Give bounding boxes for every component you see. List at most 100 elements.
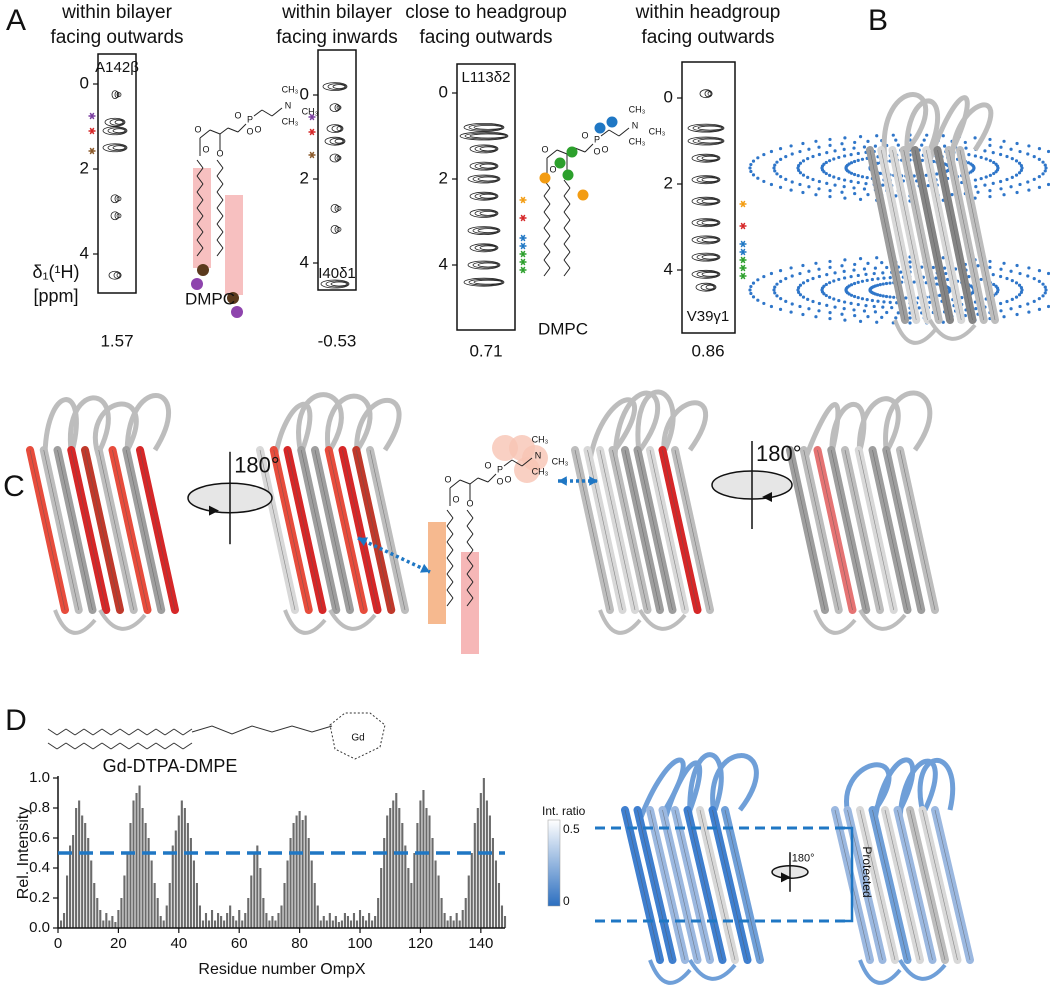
membrane-dot: [999, 309, 1003, 313]
membrane-dot: [828, 265, 832, 269]
membrane-dot: [801, 173, 806, 177]
contour: [468, 124, 504, 131]
atom: O: [484, 460, 491, 470]
contour: [102, 143, 128, 153]
strand-edge: [803, 449, 840, 611]
contour: [701, 254, 719, 260]
bar: [322, 916, 325, 928]
membrane-dot: [885, 310, 889, 315]
bond: [209, 129, 221, 135]
bar: [325, 920, 328, 928]
asterisk: [740, 200, 746, 208]
tail-highlight: [225, 195, 243, 295]
bond: [543, 219, 551, 229]
membrane-dot: [858, 319, 863, 323]
bar: [81, 815, 84, 928]
membrane-dot: [1005, 299, 1009, 304]
membrane-dot: [870, 298, 874, 303]
bond: [446, 549, 454, 559]
bar: [479, 793, 482, 928]
membrane-dot: [908, 316, 912, 320]
membrane-dot: [832, 175, 836, 179]
membrane-dot: [779, 297, 783, 301]
bar: [72, 835, 75, 928]
membrane-dot: [784, 299, 788, 303]
contour: [477, 262, 499, 268]
label: facing outwards: [419, 27, 552, 48]
membrane-dot: [817, 145, 821, 149]
membrane-dot: [1019, 285, 1023, 290]
membrane-dot: [833, 271, 837, 275]
label: within headgroup: [635, 2, 781, 23]
contour: [707, 91, 713, 97]
loop: [612, 390, 661, 461]
strand-edge: [624, 449, 661, 611]
contour: [691, 269, 721, 279]
atom: O: [444, 474, 451, 484]
membrane-dot: [773, 285, 777, 289]
strand-edge: [649, 809, 686, 961]
membrane-dot: [878, 171, 882, 175]
membrane-dot: [840, 142, 844, 146]
asterisk: [740, 222, 746, 230]
strand-edge: [674, 449, 711, 611]
strand-edge: [624, 809, 661, 961]
bar: [141, 808, 144, 928]
bar: [207, 920, 211, 928]
label: 2: [300, 168, 309, 187]
bond: [543, 203, 551, 213]
membrane-dot: [988, 259, 992, 264]
membrane-dot: [849, 283, 854, 287]
bond: [446, 541, 454, 551]
contour: [469, 191, 499, 201]
membrane-dot: [1018, 149, 1022, 154]
bar: [78, 800, 81, 928]
membrane-dot: [849, 179, 853, 183]
strand-edge: [112, 449, 148, 611]
label: DMPC: [185, 289, 235, 308]
membrane-dot: [837, 155, 841, 160]
contour: [332, 84, 346, 89]
bond: [618, 127, 630, 137]
contour: [701, 155, 719, 161]
membrane-dot: [1041, 282, 1045, 286]
contour: [459, 131, 509, 141]
membrane-dot: [748, 288, 752, 292]
membrane-dot: [888, 300, 892, 304]
contour: [107, 127, 127, 135]
membrane-dot: [778, 147, 783, 151]
bracket-label: Protected: [860, 846, 874, 897]
bond: [466, 573, 474, 583]
bond: [74, 742, 85, 750]
membrane-dot: [828, 194, 832, 199]
atom: CH₃: [649, 126, 666, 136]
lipid-marker: [554, 157, 566, 169]
bar: [217, 913, 220, 928]
bond: [574, 147, 586, 153]
contour: [479, 245, 497, 251]
contour: [334, 225, 340, 233]
bond: [466, 517, 474, 527]
membrane-dot: [862, 145, 867, 149]
bar: [229, 905, 232, 928]
label: 0: [563, 894, 570, 908]
label: 0.8: [29, 799, 50, 816]
membrane-dot: [769, 304, 774, 309]
loop: [897, 758, 938, 821]
membrane-dot: [1017, 283, 1022, 287]
loop: [904, 98, 941, 161]
contour: [692, 137, 724, 145]
bond: [563, 243, 571, 253]
strand-edge: [649, 449, 686, 611]
strand-edge: [259, 449, 296, 611]
bond: [543, 235, 551, 245]
bond: [477, 477, 489, 483]
bar: [467, 875, 470, 928]
membrane-dot: [960, 296, 964, 300]
atom: P: [594, 134, 600, 144]
atom: CH₃: [629, 136, 646, 146]
membrane-dot: [824, 282, 828, 287]
membrane-dot: [833, 149, 837, 153]
strand-edge: [925, 149, 962, 321]
bracket: [842, 826, 854, 923]
